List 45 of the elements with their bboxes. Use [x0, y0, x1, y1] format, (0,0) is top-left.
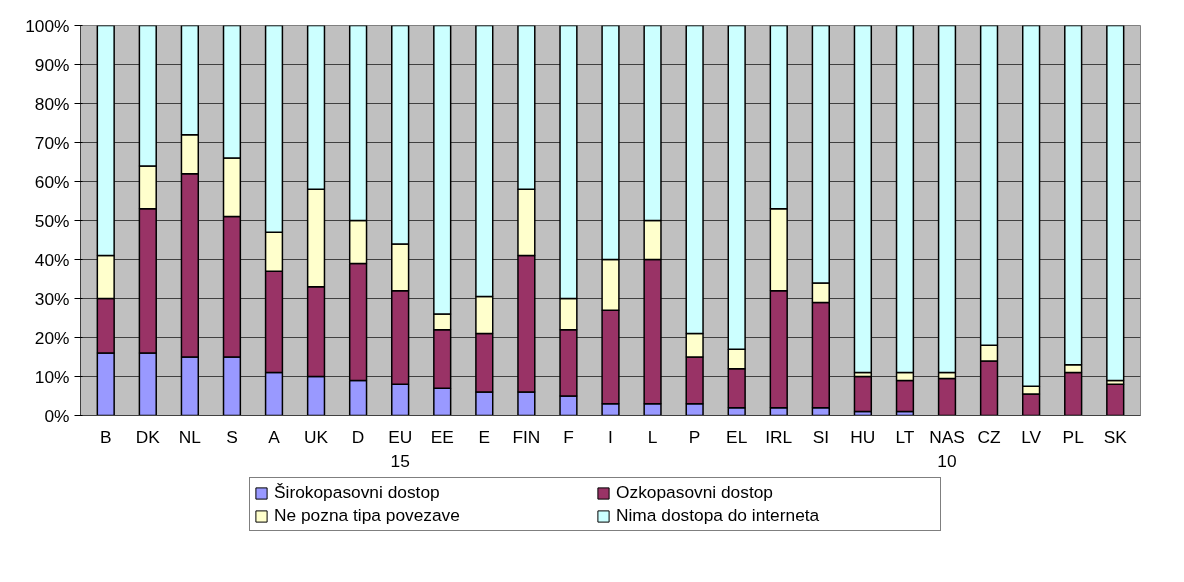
y-tick-label: 50%	[34, 210, 70, 231]
x-tick-label: LT	[895, 426, 915, 447]
y-tick-label: 90%	[34, 54, 70, 75]
x-tick-label: EE	[430, 426, 454, 447]
x-tick-label: DK	[135, 426, 161, 447]
x-tick-label: LV	[1021, 426, 1042, 447]
y-tick-label: 0%	[44, 405, 70, 426]
y-tick-label: 10%	[34, 366, 70, 387]
x-tick-label: L	[647, 426, 658, 447]
y-tick-label: 60%	[34, 171, 70, 192]
bar	[853, 375, 873, 413]
bar	[937, 377, 957, 416]
x-tick-label: IRL	[765, 426, 793, 447]
x-tick-label: UK	[304, 426, 329, 447]
x-tick-label: E	[478, 426, 491, 447]
legend-label: Nima dostopa do interneta	[616, 505, 821, 526]
x-tick-label: HU	[850, 426, 876, 447]
x-tick-label: EL	[726, 426, 748, 447]
bar	[1106, 383, 1125, 416]
y-tick-label: 20%	[34, 327, 70, 348]
bar	[853, 25, 873, 374]
bar	[1106, 25, 1125, 382]
x-tick-label: EU 15	[388, 426, 413, 471]
y-tick-label: 100%	[25, 15, 70, 36]
legend-label: Širokopasovni dostop	[274, 482, 441, 503]
x-tick-label: I	[608, 426, 613, 447]
x-tick-label: P	[688, 426, 701, 447]
x-tick-label: F	[563, 426, 574, 447]
y-tick-label: 40%	[34, 249, 70, 270]
x-tick-label: S	[226, 426, 238, 447]
x-tick-label: A	[268, 426, 281, 447]
x-tick-label: NL	[178, 426, 202, 447]
x-tick-label: NAS 10	[929, 426, 965, 471]
x-tick-label: SK	[1103, 426, 1128, 447]
x-tick-label: PL	[1062, 426, 1085, 447]
y-tick-label: 80%	[34, 93, 70, 114]
x-tick-label: CZ	[977, 426, 1002, 447]
legend-label: Ne pozna tipa povezave	[274, 505, 461, 526]
x-tick-label: D	[351, 426, 365, 447]
y-tick-label: 70%	[34, 132, 70, 153]
y-tick-label: 30%	[34, 288, 70, 309]
x-tick-label: B	[99, 426, 112, 447]
x-tick-label: FIN	[512, 426, 541, 447]
legend-label: Ozkopasovni dostop	[616, 482, 774, 503]
x-tick-label: SI	[812, 426, 830, 447]
